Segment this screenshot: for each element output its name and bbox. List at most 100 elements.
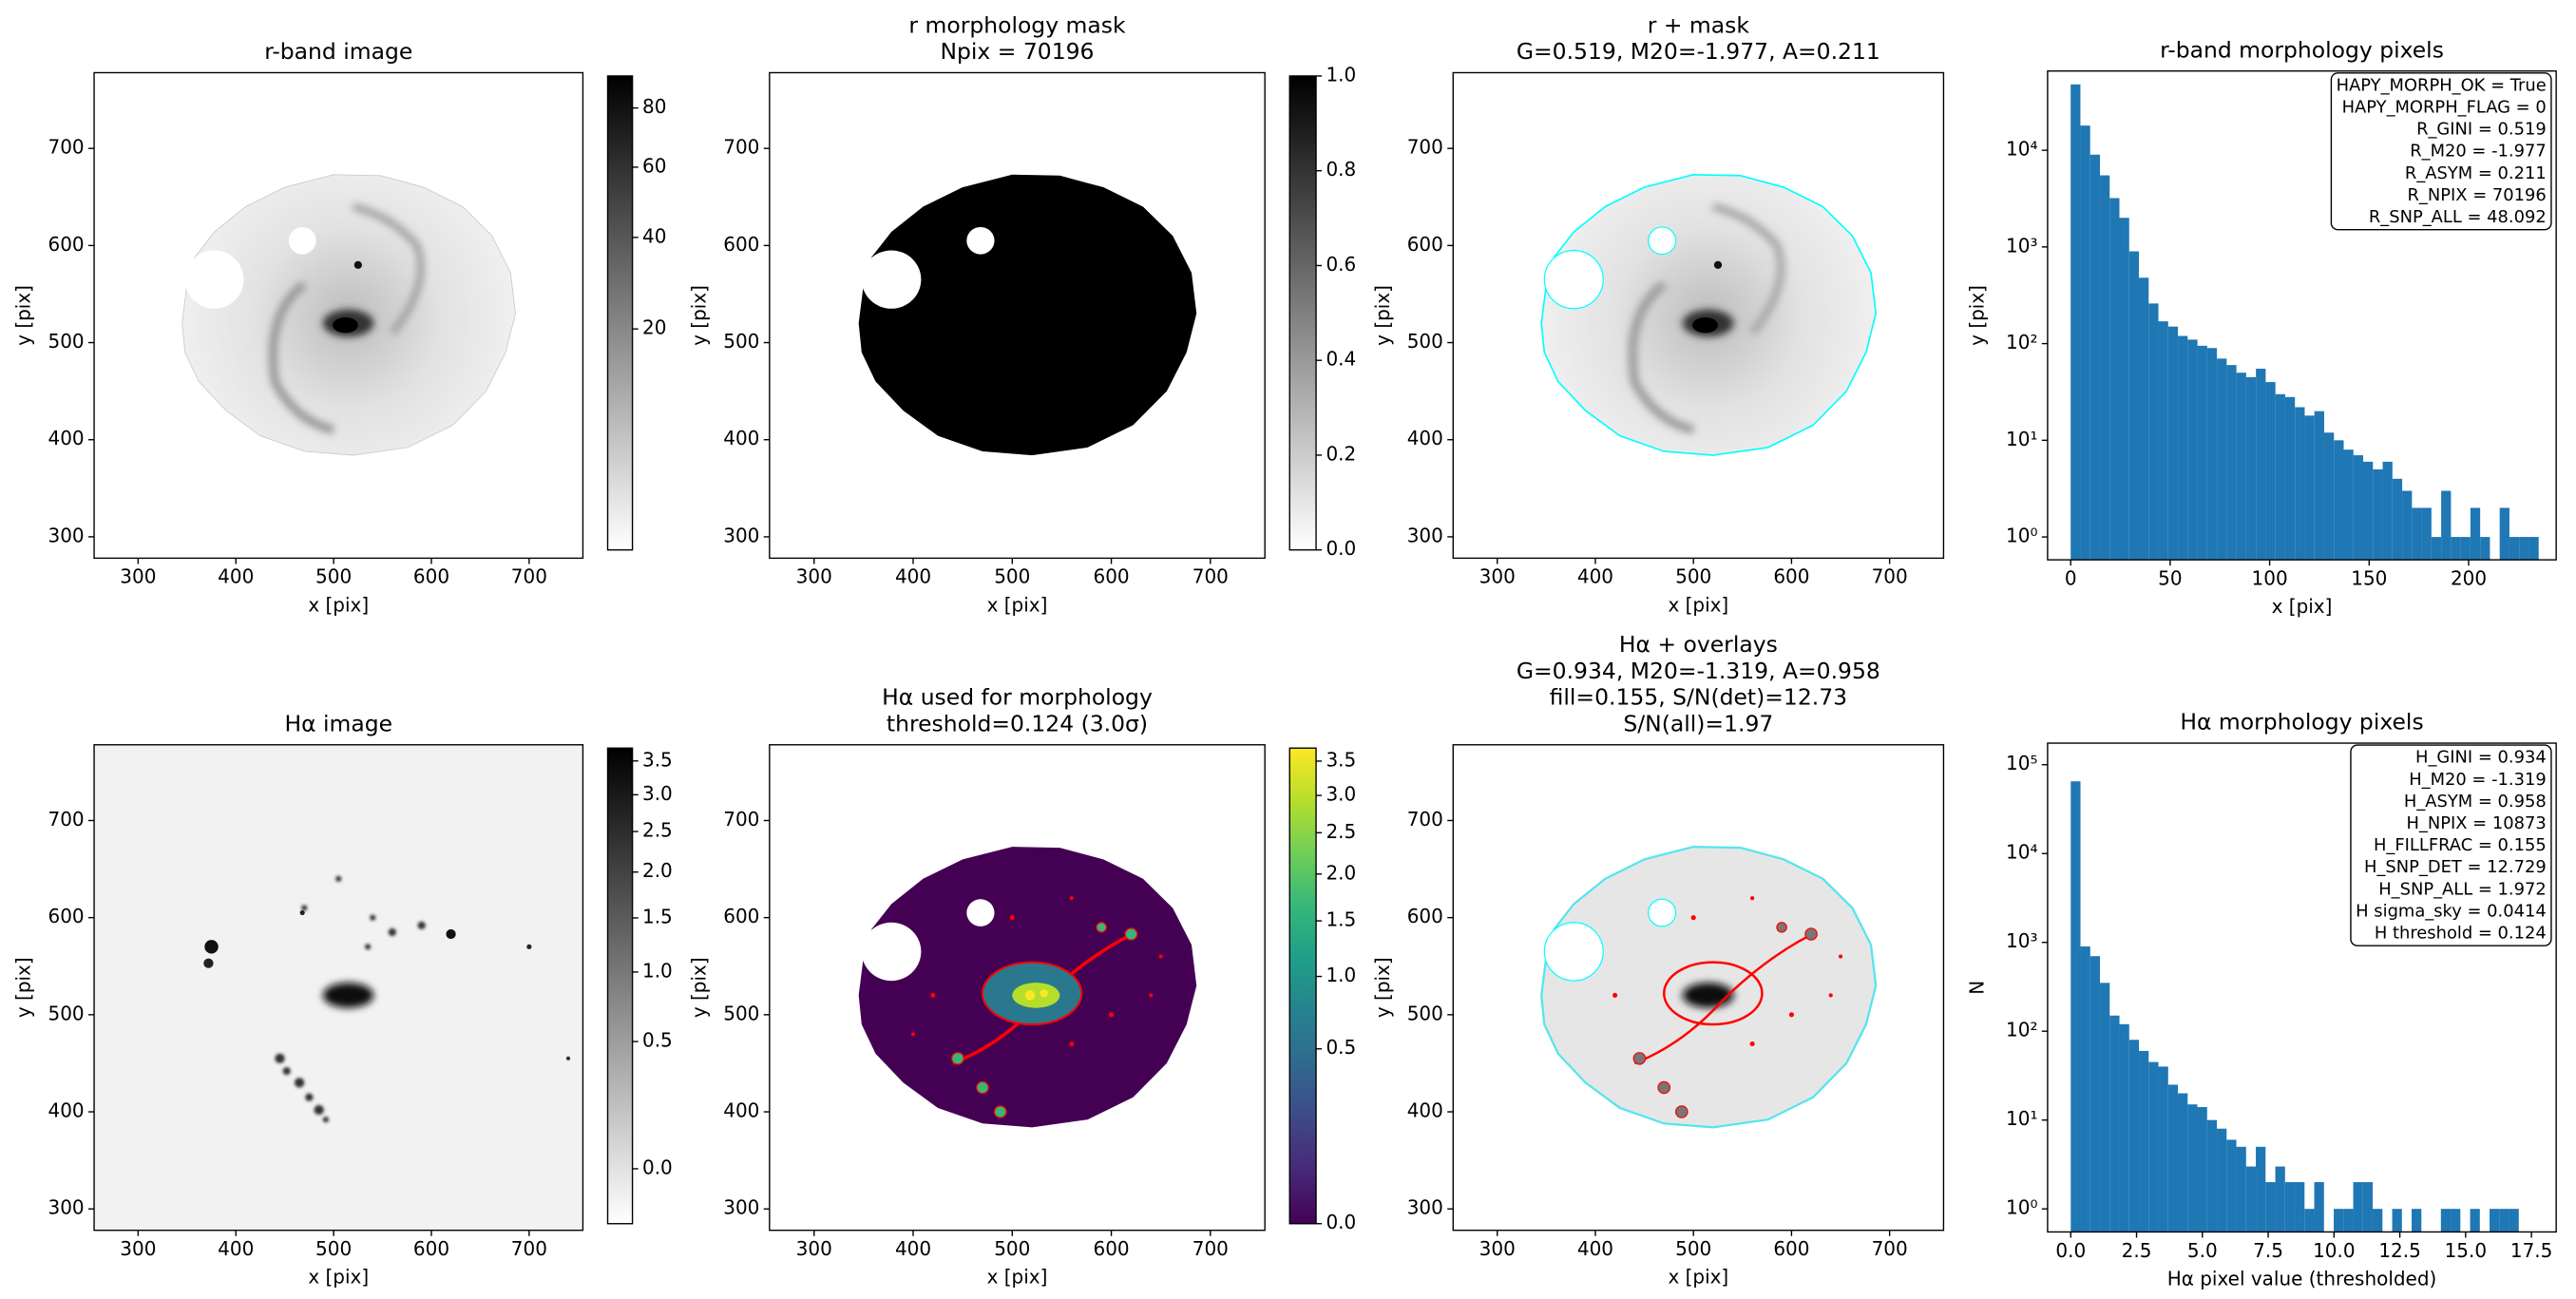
hist-bar: [2440, 1209, 2452, 1232]
y-tick-label: 10⁵: [2006, 752, 2037, 774]
y-tick-label: 400: [1407, 1099, 1443, 1122]
stats-line: H_FILLFRAC = 0.155: [2374, 835, 2547, 855]
x-axis-label: x [pix]: [987, 1266, 1048, 1289]
y-tick-label: 300: [48, 1196, 85, 1219]
panel: 0 50 100 150 200 10⁰ 10¹ 10² 10³ 10⁴ x [pix] y [pix…: [1965, 36, 2557, 618]
y-axis-label: y [pix]: [1371, 285, 1394, 346]
colorbar-tick-label: 2.0: [1326, 861, 1356, 884]
stats-line: H sigma_sky = 0.0414: [2356, 901, 2547, 921]
y-tick-label: 400: [48, 1099, 85, 1122]
hist-bar: [2187, 339, 2198, 561]
x-tick-label: 600: [413, 565, 449, 588]
colorbar-tick-label: 0.5: [1326, 1036, 1356, 1059]
hist-bar: [2509, 537, 2520, 561]
x-tick-label: 400: [218, 565, 254, 588]
stats-line: H_M20 = -1.319: [2409, 770, 2547, 790]
x-tick-label: 300: [796, 1237, 832, 1260]
x-tick-label: 400: [1577, 1237, 1613, 1260]
x-tick-label: 500: [1675, 565, 1711, 588]
y-axis-label: y [pix]: [12, 957, 35, 1018]
hist-bar: [2158, 1066, 2168, 1232]
x-tick-label: 50: [2158, 566, 2182, 589]
hist-bar: [2148, 1061, 2159, 1232]
y-axis-label: N: [1965, 981, 1988, 995]
y-axis-label: y [pix]: [1371, 957, 1394, 1018]
panel: 300 400 500 600 700 300 400 500 600 700 x [pix] y […: [687, 684, 1356, 1289]
stats-line: HAPY_MORPH_OK = True: [2337, 75, 2547, 95]
colorbar-tick-label: 3.5: [1326, 748, 1356, 771]
hist-bar: [2109, 1015, 2120, 1232]
mask-image: [858, 174, 1197, 456]
hist-bar: [2217, 1128, 2227, 1232]
colorbar-tick-label: 20: [642, 316, 666, 339]
axes-frame: [93, 744, 584, 1232]
hist-bar: [2470, 507, 2481, 561]
y-tick-label: 400: [723, 427, 759, 449]
colorbar-tick-label: 0.0: [1326, 537, 1356, 560]
stats-line: HAPY_MORPH_FLAG = 0: [2342, 97, 2547, 117]
x-tick-label: 700: [511, 1237, 547, 1260]
x-axis-label: x [pix]: [1668, 1266, 1728, 1289]
x-tick-label: 500: [1675, 1237, 1711, 1260]
colorbar: [1288, 75, 1317, 551]
y-tick-label: 10⁴: [2006, 138, 2037, 161]
panel: 300 400 500 600 700 300 400 500 600 700 x [pix] y […: [1371, 11, 1945, 616]
hist-bar: [2509, 1209, 2519, 1232]
r-band-image: [181, 174, 516, 456]
panel-title: threshold=0.124 (3.0σ): [887, 710, 1148, 736]
y-tick-label: 10⁰: [2006, 525, 2037, 547]
hist-bar: [2334, 440, 2344, 561]
colorbar-tick-label: 2.5: [1326, 820, 1356, 843]
x-tick-label: 300: [796, 565, 832, 588]
axes-frame: [769, 744, 1266, 1232]
x-tick-label: 300: [1479, 1237, 1516, 1260]
x-tick-label: 600: [413, 1237, 449, 1260]
image-area: [94, 744, 583, 1231]
x-tick-label: 700: [1872, 1237, 1908, 1260]
x-tick-label: 600: [1773, 565, 1809, 588]
colorbar-tick-label: 0.6: [1326, 253, 1356, 276]
axes-frame: [1452, 71, 1945, 560]
hist-bar: [2362, 1182, 2374, 1232]
y-tick-label: 400: [1407, 427, 1443, 449]
x-tick-label: 500: [994, 565, 1030, 588]
hist-bar: [2119, 1023, 2129, 1232]
hist-bar: [2275, 393, 2285, 561]
x-tick-label: 600: [1093, 565, 1129, 588]
axes-frame: [1452, 744, 1945, 1232]
hist-bar: [2187, 1104, 2198, 1232]
halpha-image: [94, 744, 583, 1231]
hist-bar: [2167, 1084, 2179, 1232]
hist-bar: [2490, 1209, 2500, 1232]
x-tick-label: 400: [895, 1237, 931, 1260]
hist-bar: [2139, 277, 2149, 561]
hist-bar: [2089, 154, 2100, 561]
hist-bar: [2451, 1209, 2461, 1232]
y-tick-label: 500: [1407, 1002, 1443, 1024]
colorbar-tick-label: 0.5: [642, 1029, 673, 1052]
stats-line: R_SNP_ALL = 48.092: [2369, 207, 2547, 227]
hist-bar: [2167, 326, 2179, 561]
x-tick-label: 400: [895, 565, 931, 588]
axes-frame: [93, 71, 584, 560]
colorbar-tick-label: 0.0: [1326, 1211, 1356, 1233]
hist-bar: [2265, 382, 2276, 561]
x-tick-label: 15.0: [2445, 1239, 2487, 1262]
halpha-overlay-image: [1540, 845, 1878, 1129]
colorbar-tick-label: 3.5: [642, 748, 673, 771]
hist-bar: [2226, 365, 2237, 561]
y-tick-label: 300: [1407, 1196, 1443, 1219]
stats-box: [2350, 744, 2552, 946]
panel-title: r + mask: [1648, 11, 1750, 38]
panel-title: fill=0.155, S/N(det)=12.73: [1550, 684, 1847, 711]
hist-bar: [2480, 537, 2490, 561]
panel-title: r-band image: [264, 38, 412, 65]
hist-bar: [2343, 1209, 2354, 1232]
panel: 300 400 500 600 700 300 400 500 600 700 x [pix] y […: [12, 38, 667, 616]
x-axis-label: x [pix]: [308, 593, 369, 616]
hist-bar: [2236, 373, 2246, 561]
y-tick-label: 400: [723, 1099, 759, 1122]
y-tick-label: 10³: [2006, 234, 2037, 257]
x-tick-label: 5.0: [2187, 1239, 2218, 1262]
